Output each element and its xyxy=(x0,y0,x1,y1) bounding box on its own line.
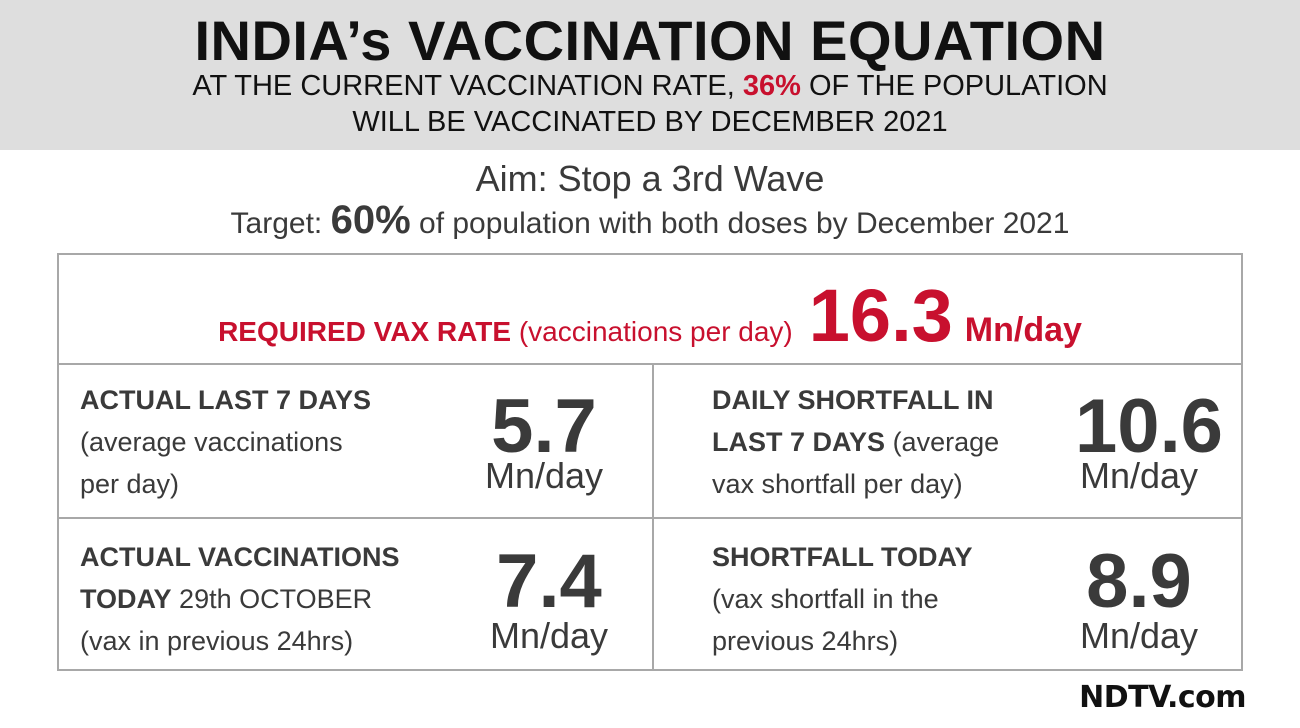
actual-last7-unit: Mn/day xyxy=(484,455,604,496)
page-title: INDIA’s VACCINATION EQUATION xyxy=(194,9,1106,72)
actual-last7-desc-1: (average vaccinations xyxy=(80,427,343,457)
subtitle-pre: AT THE CURRENT VACCINATION RATE, xyxy=(192,70,743,102)
shortfall-today-desc-2: previous 24hrs) xyxy=(712,626,899,656)
divider-middle xyxy=(59,517,1241,519)
subtitle-percent: 36% xyxy=(742,70,801,102)
actual-today-value: 7.4 xyxy=(496,539,602,624)
shortfall-last7-desc-2: vax shortfall per day) xyxy=(712,469,963,499)
subtitle-line-2: WILL BE VACCINATED BY DECEMBER 2021 xyxy=(352,106,948,138)
actual-last7-value: 5.7 xyxy=(491,384,597,469)
header-banner: INDIA’s VACCINATION EQUATION AT THE CURR… xyxy=(0,0,1300,150)
required-rate-label: REQUIRED VAX RATE xyxy=(218,316,512,347)
shortfall-today-value: 8.9 xyxy=(1086,539,1192,624)
actual-today-unit: Mn/day xyxy=(489,615,609,656)
actual-last7-heading: ACTUAL LAST 7 DAYS xyxy=(80,385,372,415)
actual-last7-text: ACTUAL LAST 7 DAYS (average vaccinations… xyxy=(80,379,371,505)
stats-table: REQUIRED VAX RATE (vaccinations per day)… xyxy=(57,253,1243,671)
target-percent: 60% xyxy=(330,198,411,242)
required-rate-value: 16.3 xyxy=(808,274,953,357)
shortfall-today-unit: Mn/day xyxy=(1079,615,1199,656)
shortfall-today-text: SHORTFALL TODAY (vax shortfall in the pr… xyxy=(712,536,973,662)
required-rate-unit: Mn/day xyxy=(964,311,1082,349)
actual-today-text: ACTUAL VACCINATIONS TODAY 29th OCTOBER (… xyxy=(80,536,400,662)
shortfall-last7-desc-1: LAST 7 DAYS (average xyxy=(712,421,999,463)
shortfall-last7-text: DAILY SHORTFALL IN LAST 7 DAYS (average … xyxy=(712,379,999,505)
subtitle-line-1: AT THE CURRENT VACCINATION RATE, 36% OF … xyxy=(0,70,1300,103)
actual-last7-desc-2: per day) xyxy=(80,469,180,499)
shortfall-last7-desc-rest: (average xyxy=(885,427,1000,457)
aim-text: Aim: Stop a 3rd Wave xyxy=(475,158,825,199)
actual-today-desc-1: TODAY 29th OCTOBER xyxy=(80,578,400,620)
actual-today-heading: ACTUAL VACCINATIONS xyxy=(80,542,400,572)
actual-today-heading-2: TODAY xyxy=(80,584,172,614)
shortfall-today-desc-1: (vax shortfall in the xyxy=(712,584,939,614)
divider-vertical xyxy=(652,365,654,671)
target-post: of population with both doses by Decembe… xyxy=(410,207,1070,240)
target-pre: Target: xyxy=(230,207,331,240)
shortfall-last7-value: 10.6 xyxy=(1075,384,1223,469)
actual-today-date: 29th OCTOBER xyxy=(171,584,373,614)
shortfall-last7-heading-2: LAST 7 DAYS xyxy=(712,427,886,457)
divider-top xyxy=(59,363,1241,365)
subtitle-post: OF THE POPULATION xyxy=(800,70,1108,102)
ndtv-logo: NDTV.com xyxy=(1079,680,1246,715)
required-rate-row: REQUIRED VAX RATE (vaccinations per day)… xyxy=(59,273,1241,358)
shortfall-today-heading: SHORTFALL TODAY xyxy=(712,542,973,572)
target-text: Target: 60% of population with both dose… xyxy=(0,198,1300,243)
required-rate-desc: (vaccinations per day) xyxy=(511,316,793,347)
shortfall-last7-unit: Mn/day xyxy=(1079,455,1199,496)
actual-today-desc-2: (vax in previous 24hrs) xyxy=(80,626,354,656)
shortfall-last7-heading: DAILY SHORTFALL IN xyxy=(712,385,994,415)
